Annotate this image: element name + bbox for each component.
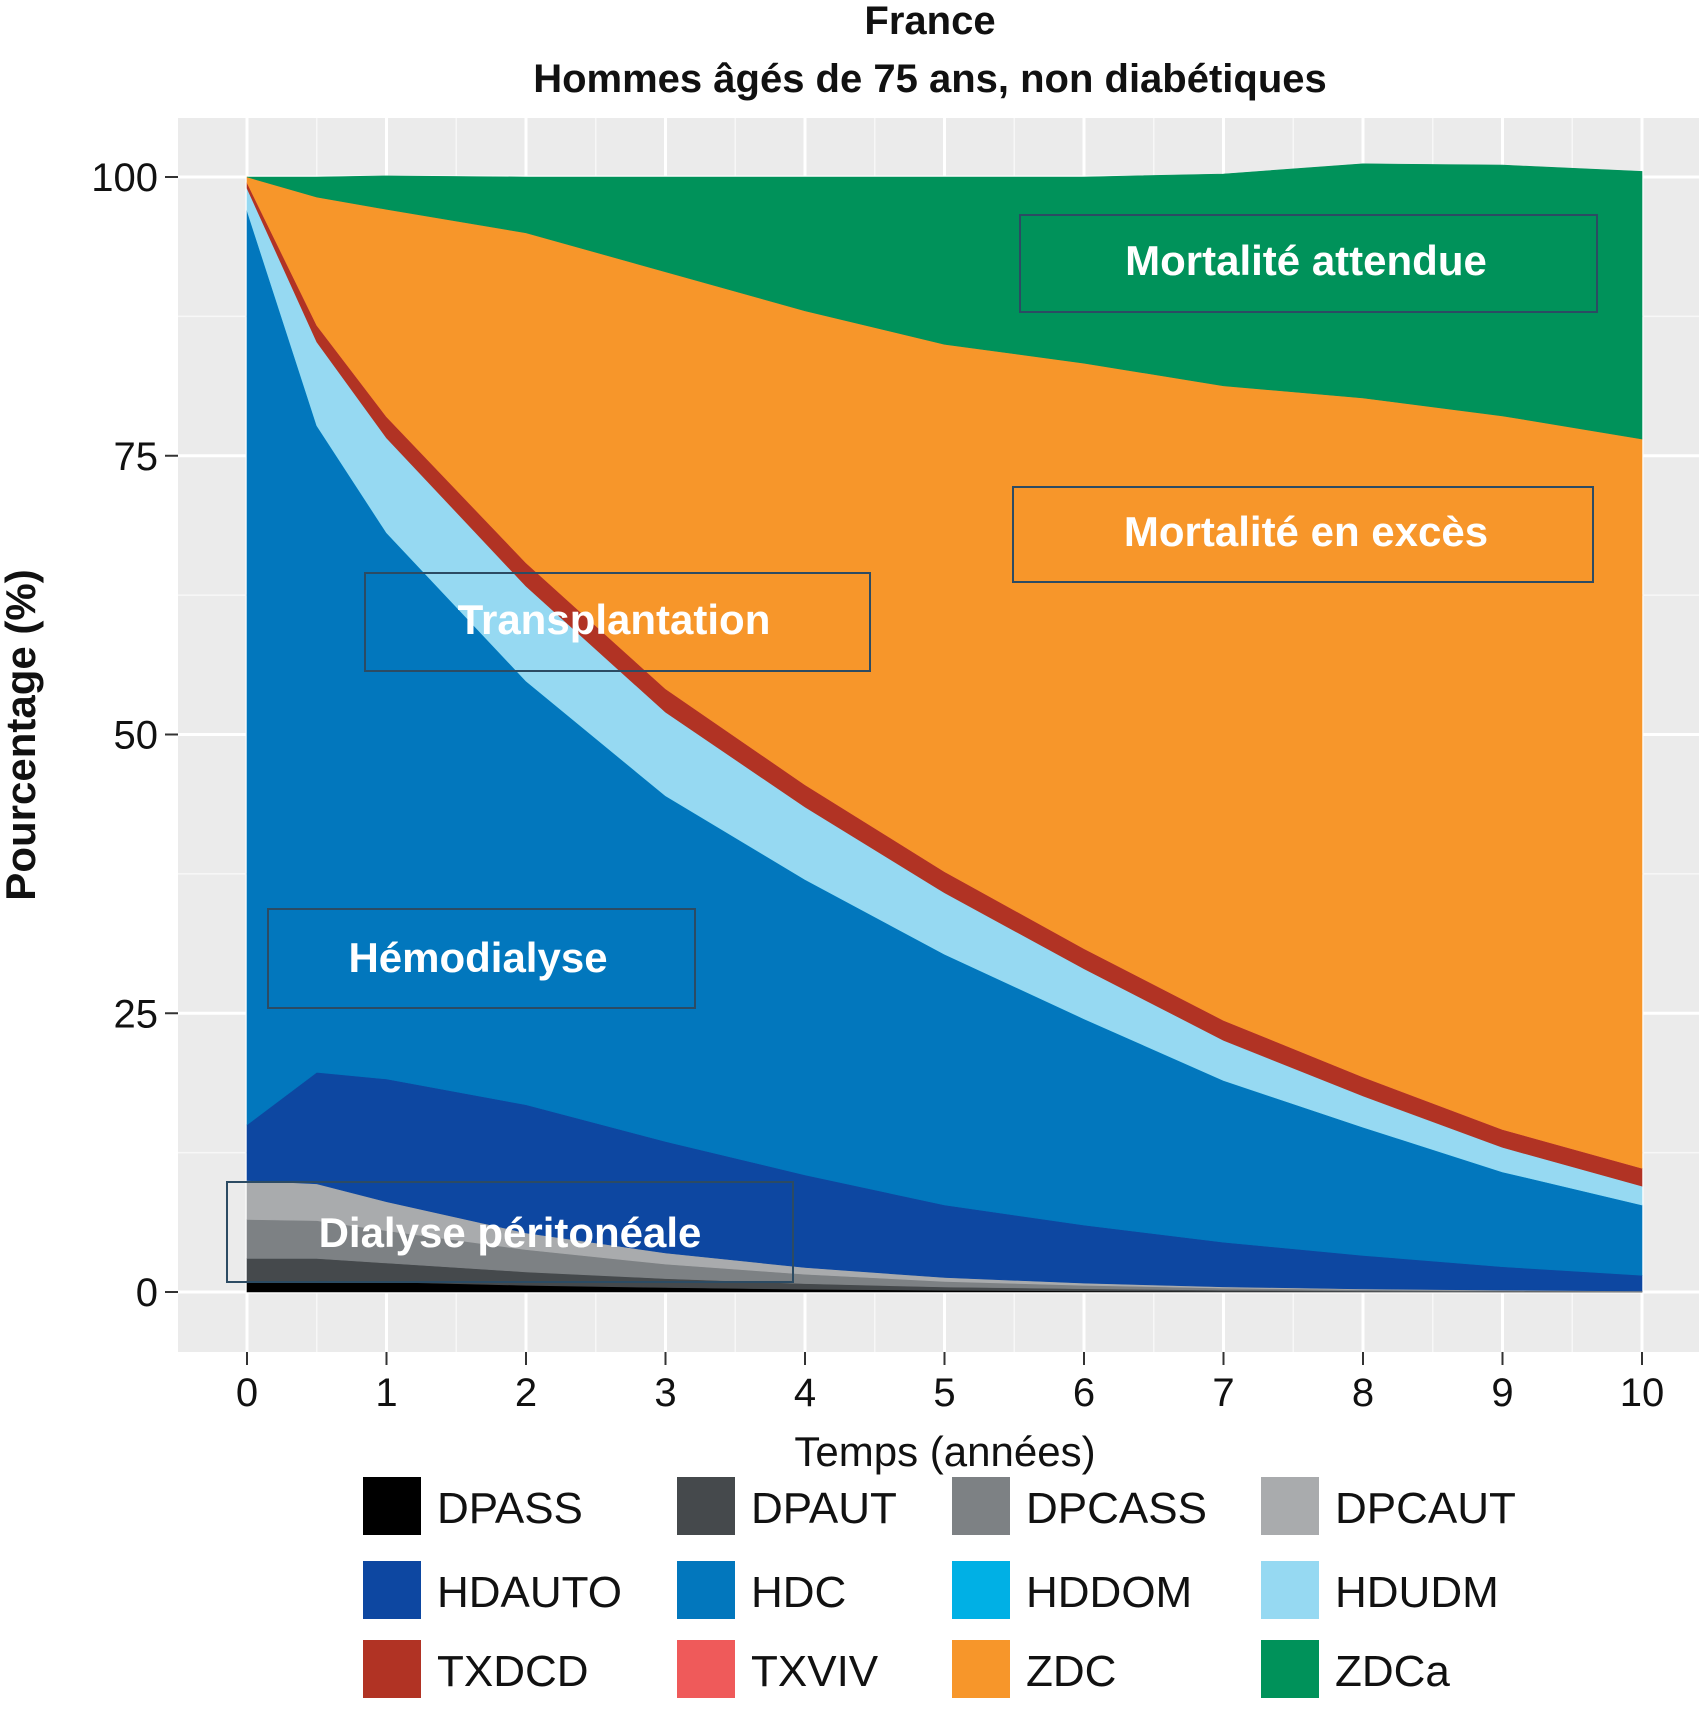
legend-label-dpcaut: DPCAUT — [1335, 1484, 1516, 1533]
legend-label-hddom: HDDOM — [1026, 1568, 1192, 1617]
annotation-label: Mortalité attendue — [1125, 237, 1487, 284]
y-tick-label: 100 — [91, 156, 158, 200]
annotation-box — [1012, 486, 1594, 583]
annotation-box — [1019, 214, 1598, 313]
annotation-label: Hémodialyse — [348, 934, 607, 981]
y-tick-label: 50 — [114, 714, 159, 758]
y-axis-title: Pourcentage (%) — [0, 569, 44, 900]
legend-swatch-hddom — [952, 1561, 1010, 1619]
x-tick-label: 9 — [1491, 1371, 1513, 1415]
annotation-label: Mortalité en excès — [1124, 508, 1488, 555]
area-zdca — [246, 163, 1643, 440]
y-tick-label: 75 — [114, 435, 159, 479]
legend: DPASS DPAUT DPCASS DPCAUT HDAUTO HDC HDDOM HDUD… — [363, 1477, 1516, 1698]
chart-title: France — [864, 0, 995, 43]
legend-label-hdauto: HDAUTO — [437, 1568, 622, 1617]
legend-swatch-dpass — [363, 1477, 421, 1535]
x-tick-label: 7 — [1212, 1371, 1234, 1415]
legend-swatch-zdca — [1261, 1640, 1319, 1698]
legend-swatch-hdudm — [1261, 1561, 1319, 1619]
legend-label-dpass: DPASS — [437, 1484, 583, 1533]
x-tick-label: 3 — [654, 1371, 676, 1415]
annotation-label: Dialyse péritonéale — [319, 1209, 702, 1256]
annotation-box — [267, 908, 696, 1009]
x-tick-label: 10 — [1620, 1371, 1665, 1415]
y-tick-label: 0 — [136, 1271, 158, 1315]
area-annotations: Mortalité attendue Mortalité en excès Tran… — [226, 214, 1598, 1283]
legend-swatch-hdauto — [363, 1561, 421, 1619]
legend-swatch-txviv — [677, 1640, 735, 1698]
legend-swatch-dpcaut — [1261, 1477, 1319, 1535]
x-tick-label: 5 — [933, 1371, 955, 1415]
legend-swatch-txdcd — [363, 1640, 421, 1698]
x-axis-title: Temps (années) — [794, 1428, 1095, 1475]
legend-label-hdc: HDC — [751, 1568, 846, 1617]
legend-swatch-zdc — [952, 1640, 1010, 1698]
legend-label-zdca: ZDCa — [1335, 1647, 1450, 1696]
stacked-areas — [246, 163, 1643, 1293]
legend-label-txviv: TXVIV — [751, 1647, 879, 1696]
legend-label-txdcd: TXDCD — [437, 1647, 589, 1696]
legend-swatch-dpcass — [952, 1477, 1010, 1535]
axes: 0 25 50 75 100 0 1 2 3 4 5 6 7 8 9 10 — [91, 156, 1664, 1415]
chart-subtitle: Hommes âgés de 75 ans, non diabétiques — [533, 57, 1327, 101]
annotation-label: Transplantation — [458, 596, 771, 643]
x-tick-label: 2 — [515, 1371, 537, 1415]
legend-label-zdc: ZDC — [1026, 1647, 1116, 1696]
legend-swatch-dpaut — [677, 1477, 735, 1535]
legend-label-dpcass: DPCASS — [1026, 1484, 1207, 1533]
annotation-box — [364, 572, 871, 672]
x-tick-label: 6 — [1073, 1371, 1095, 1415]
x-tick-label: 4 — [794, 1371, 816, 1415]
x-tick-label: 8 — [1352, 1371, 1374, 1415]
y-tick-label: 25 — [114, 992, 159, 1036]
x-tick-label: 0 — [236, 1371, 258, 1415]
legend-swatch-hdc — [677, 1561, 735, 1619]
legend-label-hdudm: HDUDM — [1335, 1568, 1499, 1617]
annotation-box — [226, 1181, 794, 1283]
x-tick-label: 1 — [375, 1371, 397, 1415]
legend-label-dpaut: DPAUT — [751, 1484, 897, 1533]
